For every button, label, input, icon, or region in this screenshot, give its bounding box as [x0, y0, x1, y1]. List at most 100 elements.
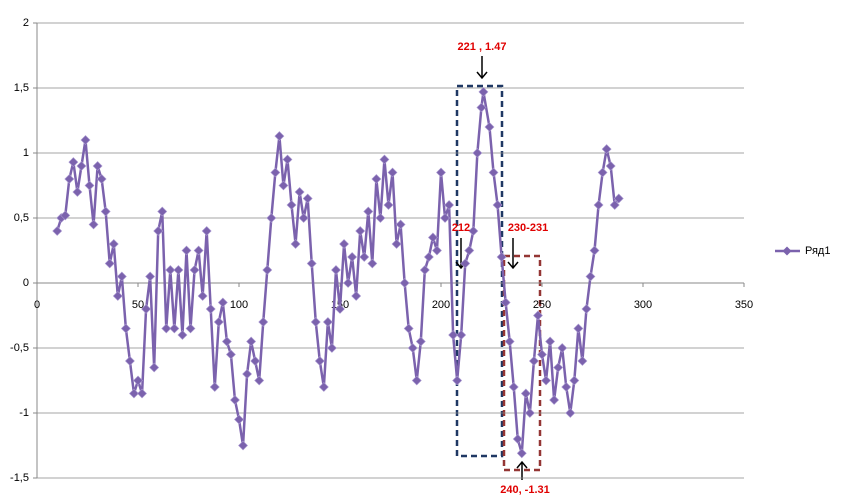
marker [201, 226, 212, 236]
marker [355, 226, 366, 236]
marker [306, 258, 317, 269]
marker [129, 388, 139, 399]
marker [331, 265, 341, 275]
marker [605, 161, 616, 171]
marker [72, 187, 83, 197]
marker [254, 375, 265, 386]
marker [541, 375, 551, 386]
marker [359, 252, 370, 262]
y-tick-label: 1 [23, 147, 29, 159]
highlight-box [502, 254, 542, 472]
marker [76, 161, 87, 171]
marker [225, 349, 236, 360]
marker [399, 278, 410, 288]
marker [347, 252, 358, 262]
marker [246, 336, 257, 347]
marker [436, 167, 446, 178]
marker [601, 144, 612, 155]
marker [153, 226, 164, 236]
marker [52, 226, 63, 236]
marker [133, 375, 143, 386]
marker [516, 448, 527, 459]
marker [613, 193, 624, 204]
marker [116, 271, 127, 282]
y-tick-label: -0,5 [10, 342, 29, 354]
marker [472, 148, 483, 158]
marker [573, 323, 584, 334]
legend-marker [782, 246, 792, 256]
marker [561, 382, 572, 392]
marker [585, 271, 596, 282]
marker [108, 239, 119, 249]
marker [597, 167, 608, 178]
marker [367, 258, 378, 269]
marker [213, 317, 224, 327]
y-tick-label: 2 [23, 17, 29, 29]
marker [314, 356, 325, 366]
marker [234, 414, 244, 425]
marker [411, 375, 422, 386]
annotation: 221 , 1.47 [458, 41, 507, 53]
marker [60, 210, 71, 221]
marker [533, 310, 543, 321]
marker [452, 375, 463, 386]
marker [476, 102, 487, 113]
marker [520, 388, 531, 399]
marker [391, 239, 402, 249]
marker [484, 122, 495, 132]
marker [496, 252, 507, 262]
marker [165, 265, 176, 275]
marker [569, 375, 580, 386]
marker [298, 213, 309, 223]
marker [310, 317, 321, 327]
marker [565, 408, 576, 418]
marker [609, 200, 620, 210]
marker [589, 245, 600, 256]
marker [258, 317, 269, 327]
marker [427, 232, 438, 243]
marker [230, 395, 240, 405]
marker [339, 239, 349, 249]
marker [375, 213, 386, 223]
marker [581, 304, 592, 314]
marker [407, 343, 418, 353]
marker [205, 304, 216, 314]
marker [189, 265, 200, 275]
marker [371, 174, 382, 184]
marker [286, 200, 297, 210]
marker [468, 226, 479, 236]
annotation: 240, -1.31 [500, 484, 550, 496]
marker [92, 161, 103, 171]
marker [181, 245, 192, 256]
series-line [56, 91, 620, 454]
marker [242, 369, 253, 379]
marker [537, 349, 547, 360]
marker [448, 330, 459, 340]
marker [169, 323, 180, 334]
marker [322, 317, 333, 327]
marker [545, 336, 556, 347]
marker [274, 131, 285, 142]
marker [120, 323, 131, 334]
marker [250, 356, 261, 366]
marker [419, 265, 430, 275]
marker [326, 343, 337, 353]
marker [282, 154, 293, 165]
marker [193, 245, 204, 256]
marker [504, 336, 515, 347]
marker [185, 323, 196, 334]
marker [278, 180, 289, 191]
marker [217, 297, 228, 308]
annotation: 230-231 [508, 222, 548, 234]
x-tick-label: 200 [432, 299, 450, 311]
marker [88, 219, 99, 230]
marker [557, 343, 568, 353]
marker [173, 265, 184, 275]
marker [141, 304, 152, 314]
marker [456, 330, 467, 340]
y-tick-label: 0 [23, 277, 29, 289]
marker [343, 278, 354, 288]
marker [64, 174, 75, 184]
marker [177, 330, 188, 340]
